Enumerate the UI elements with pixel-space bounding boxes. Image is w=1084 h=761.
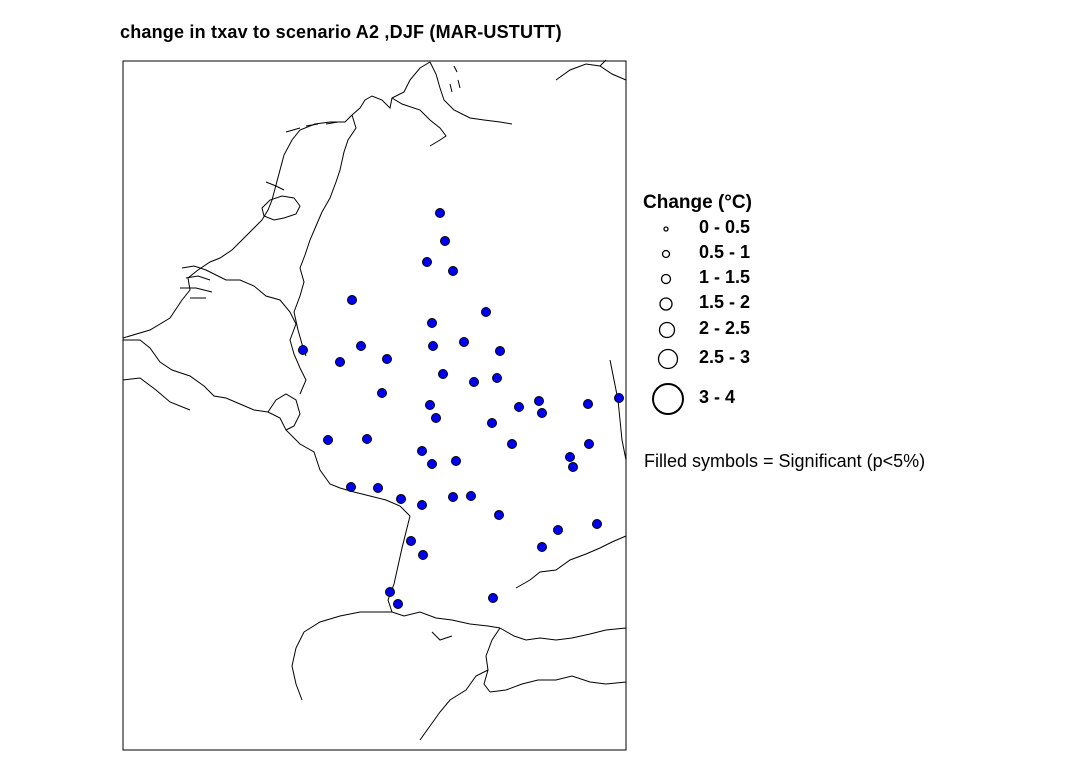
legend-symbol-6 [652, 383, 684, 415]
station-marker [495, 346, 505, 356]
station-marker [553, 525, 563, 535]
station-marker [347, 295, 357, 305]
station-marker [568, 462, 578, 472]
station-marker [427, 459, 437, 469]
station-marker [614, 393, 624, 403]
legend-symbol-0 [663, 226, 669, 232]
station-marker [431, 413, 441, 423]
station-marker [335, 357, 345, 367]
legend-label-3: 1.5 - 2 [699, 292, 751, 312]
legend-label-2: 1 - 1.5 [699, 267, 751, 287]
station-marker [346, 482, 356, 492]
station-marker [451, 456, 461, 466]
station-marker [583, 399, 593, 409]
station-marker [417, 500, 427, 510]
legend-title: Change (°C) [643, 192, 752, 213]
legend-label-0: 0 - 0.5 [699, 217, 751, 237]
station-marker [406, 536, 416, 546]
legend-label-6: 3 - 4 [699, 387, 736, 407]
station-markers [298, 208, 624, 609]
station-marker [494, 510, 504, 520]
station-marker [396, 494, 406, 504]
station-marker [469, 377, 479, 387]
station-marker [514, 402, 524, 412]
legend-symbol-5 [657, 348, 679, 370]
station-marker [440, 236, 450, 246]
station-marker [418, 550, 428, 560]
station-marker [323, 435, 333, 445]
legend-symbol-4 [658, 321, 676, 339]
north-sea-coastline [122, 61, 431, 339]
station-marker [417, 446, 427, 456]
legend-label-1: 0.5 - 1 [699, 242, 751, 262]
station-marker [427, 318, 437, 328]
station-marker [422, 257, 432, 267]
station-marker [492, 373, 502, 383]
significance-note: Filled symbols = Significant (p<5%) [644, 451, 926, 471]
station-marker [592, 519, 602, 529]
legend-symbol-3 [659, 297, 673, 311]
map-frame [122, 60, 627, 751]
station-marker [425, 400, 435, 410]
station-marker [448, 492, 458, 502]
station-marker [507, 439, 517, 449]
station-marker [382, 354, 392, 364]
station-marker [377, 388, 387, 398]
station-marker [356, 341, 366, 351]
station-marker [459, 337, 469, 347]
station-marker [565, 452, 575, 462]
station-marker [362, 434, 372, 444]
legend-symbols [652, 226, 684, 415]
station-marker [373, 483, 383, 493]
station-marker [438, 369, 448, 379]
boundary-lines [122, 59, 627, 741]
map-title: change in txav to scenario A2 ,DJF (MAR-… [120, 22, 562, 42]
station-marker [487, 418, 497, 428]
station-marker [584, 439, 594, 449]
legend-label-4: 2 - 2.5 [699, 318, 751, 338]
station-marker [488, 593, 498, 603]
station-marker [537, 408, 547, 418]
station-marker [466, 491, 476, 501]
station-marker [298, 345, 308, 355]
legend-symbol-2 [660, 273, 672, 285]
station-marker [393, 599, 403, 609]
station-marker [537, 542, 547, 552]
station-marker [534, 396, 544, 406]
station-marker [428, 341, 438, 351]
station-marker [448, 266, 458, 276]
legend-label-5: 2.5 - 3 [699, 347, 751, 367]
station-marker [385, 587, 395, 597]
station-marker [481, 307, 491, 317]
legend-symbol-1 [661, 249, 671, 259]
station-marker [435, 208, 445, 218]
